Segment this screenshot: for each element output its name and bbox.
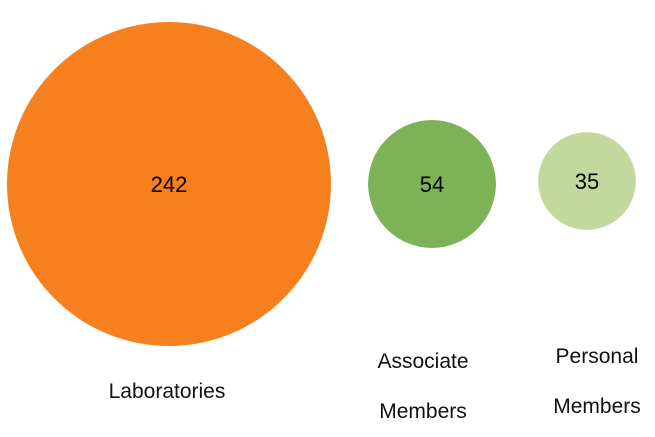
bubble <box>538 132 636 230</box>
bubble <box>7 22 331 346</box>
value-label: 242 <box>151 172 188 197</box>
category-label: Associate Members <box>377 350 469 423</box>
value-label: 35 <box>575 169 599 194</box>
bubble <box>368 120 496 248</box>
chart: 242 54 35 <box>7 22 636 346</box>
category-label: Laboratories <box>108 380 226 403</box>
value-label: 54 <box>420 172 444 197</box>
category-label: Personal Members <box>553 345 641 418</box>
